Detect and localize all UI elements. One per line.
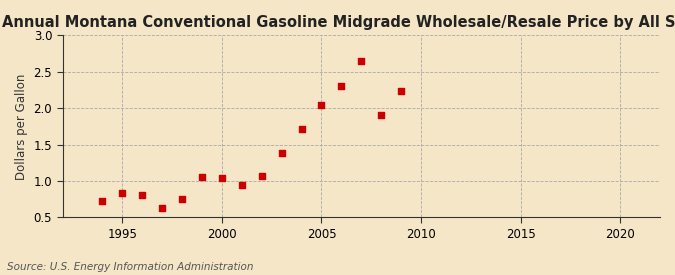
Point [236,182,247,187]
Point [217,176,227,180]
Point [396,89,406,94]
Point [276,151,287,155]
Point [256,174,267,178]
Point [336,84,347,89]
Point [117,190,128,195]
Point [196,175,207,180]
Text: Source: U.S. Energy Information Administration: Source: U.S. Energy Information Administ… [7,262,253,272]
Point [157,206,167,210]
Title: Annual Montana Conventional Gasoline Midgrade Wholesale/Resale Price by All Sell: Annual Montana Conventional Gasoline Mid… [1,15,675,30]
Point [296,127,307,131]
Point [356,59,367,63]
Point [177,197,188,201]
Point [376,113,387,118]
Y-axis label: Dollars per Gallon: Dollars per Gallon [15,73,28,180]
Point [316,103,327,108]
Point [97,199,108,204]
Point [137,193,148,198]
